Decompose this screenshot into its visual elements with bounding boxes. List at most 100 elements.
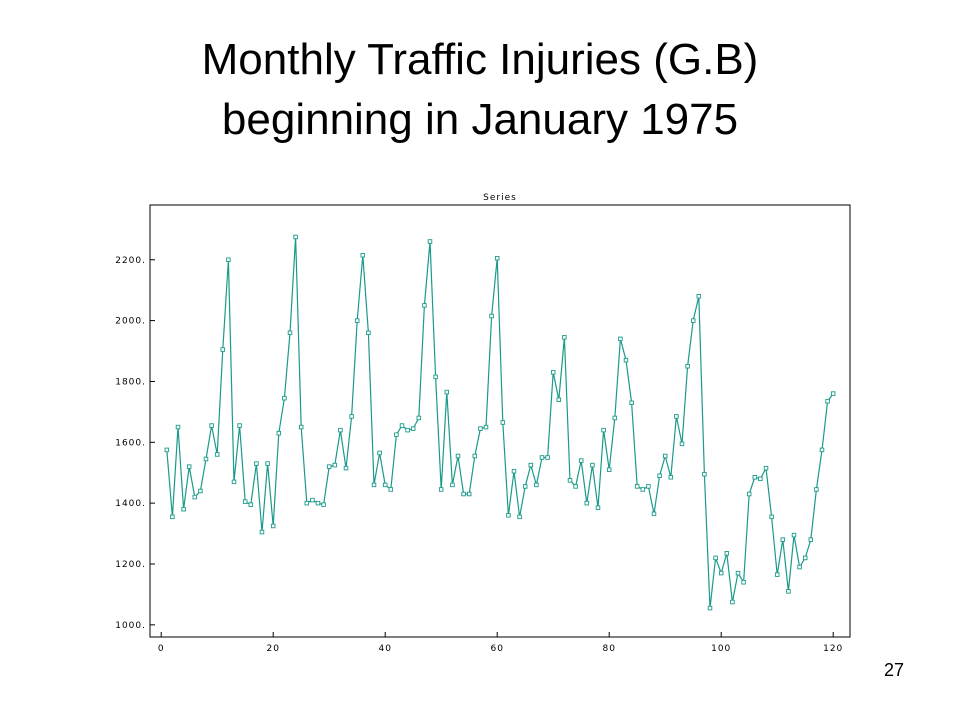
data-point bbox=[506, 513, 511, 518]
data-point bbox=[696, 294, 702, 299]
data-point bbox=[690, 318, 696, 323]
data-point bbox=[702, 471, 707, 477]
x-tick-label: 20 bbox=[266, 644, 279, 654]
data-point bbox=[550, 370, 556, 375]
data-point bbox=[259, 529, 265, 535]
data-point bbox=[394, 432, 399, 437]
data-point bbox=[338, 427, 343, 433]
x-tick-label: 100 bbox=[711, 644, 731, 654]
data-point bbox=[797, 564, 802, 570]
data-point bbox=[825, 398, 830, 404]
data-point bbox=[629, 400, 634, 406]
data-point bbox=[618, 336, 623, 342]
data-point bbox=[769, 514, 774, 520]
data-point bbox=[802, 555, 808, 561]
series-line bbox=[166, 236, 834, 609]
data-point bbox=[371, 482, 377, 488]
data-point bbox=[226, 257, 231, 263]
data-point bbox=[539, 455, 545, 460]
data-point bbox=[349, 414, 354, 419]
data-point bbox=[276, 430, 282, 436]
data-point bbox=[282, 395, 287, 401]
slide-title: Monthly Traffic Injuries (G.B) beginning… bbox=[0, 30, 960, 150]
data-point bbox=[545, 455, 550, 460]
data-point bbox=[242, 499, 248, 504]
slide-title-line-1: Monthly Traffic Injuries (G.B) bbox=[201, 35, 759, 84]
x-tick-label: 60 bbox=[490, 644, 503, 654]
data-point bbox=[388, 487, 394, 492]
data-point bbox=[662, 453, 668, 459]
data-point bbox=[310, 497, 315, 503]
data-point bbox=[517, 514, 522, 520]
data-point bbox=[746, 491, 752, 497]
data-point bbox=[164, 447, 170, 453]
data-point bbox=[646, 484, 651, 489]
data-point bbox=[461, 491, 466, 497]
data-point bbox=[819, 447, 825, 453]
data-point bbox=[377, 450, 382, 456]
data-point bbox=[562, 335, 567, 340]
data-point bbox=[612, 415, 618, 421]
data-point bbox=[634, 484, 640, 489]
data-point bbox=[198, 488, 203, 494]
data-point bbox=[450, 482, 455, 488]
data-point bbox=[209, 423, 214, 428]
data-point bbox=[483, 424, 489, 430]
data-point bbox=[186, 464, 192, 469]
data-point bbox=[321, 502, 326, 507]
y-tick-label: 2200. bbox=[115, 256, 146, 266]
data-point bbox=[343, 465, 349, 471]
data-point bbox=[494, 255, 500, 261]
data-point bbox=[814, 487, 819, 492]
y-tick-label: 1600. bbox=[115, 438, 146, 448]
data-point bbox=[410, 426, 416, 431]
data-point bbox=[511, 468, 517, 474]
series-layer bbox=[164, 234, 836, 611]
data-point bbox=[265, 461, 270, 466]
data-point bbox=[203, 456, 209, 462]
data-point bbox=[780, 537, 786, 542]
data-point bbox=[298, 424, 304, 430]
y-tick-label: 1200. bbox=[115, 560, 146, 570]
data-point bbox=[674, 414, 679, 419]
data-point bbox=[170, 514, 175, 520]
data-point bbox=[640, 487, 646, 492]
data-point bbox=[220, 347, 226, 352]
data-point bbox=[830, 391, 836, 396]
data-point bbox=[713, 555, 718, 561]
data-point bbox=[724, 551, 730, 556]
data-point bbox=[657, 473, 662, 479]
data-point bbox=[578, 458, 584, 463]
data-point bbox=[293, 234, 298, 240]
data-point bbox=[326, 464, 332, 469]
data-point bbox=[590, 462, 595, 468]
data-point bbox=[685, 363, 690, 369]
data-point bbox=[287, 330, 293, 336]
data-point bbox=[237, 423, 242, 428]
data-point bbox=[438, 487, 444, 492]
data-point bbox=[214, 452, 220, 457]
page-number: 27 bbox=[883, 660, 904, 680]
data-point bbox=[315, 500, 321, 506]
data-point bbox=[601, 427, 606, 433]
data-point bbox=[651, 511, 657, 517]
x-axis: 0 20 40 60 80 100 120 bbox=[158, 632, 843, 654]
data-point bbox=[360, 252, 366, 258]
data-point bbox=[270, 523, 276, 529]
data-point bbox=[752, 475, 758, 480]
data-point bbox=[522, 484, 528, 489]
data-point bbox=[422, 303, 427, 308]
data-point bbox=[528, 462, 534, 468]
data-point bbox=[791, 532, 797, 538]
plot-frame bbox=[149, 204, 851, 638]
x-tick-label: 120 bbox=[823, 644, 843, 654]
data-point bbox=[808, 537, 814, 542]
y-tick-label: 1800. bbox=[115, 377, 146, 387]
data-point bbox=[192, 494, 198, 500]
data-point bbox=[606, 467, 612, 472]
data-point bbox=[399, 423, 405, 428]
data-point bbox=[444, 389, 450, 395]
data-point bbox=[231, 479, 237, 485]
data-point bbox=[763, 465, 769, 471]
data-point bbox=[500, 420, 506, 425]
